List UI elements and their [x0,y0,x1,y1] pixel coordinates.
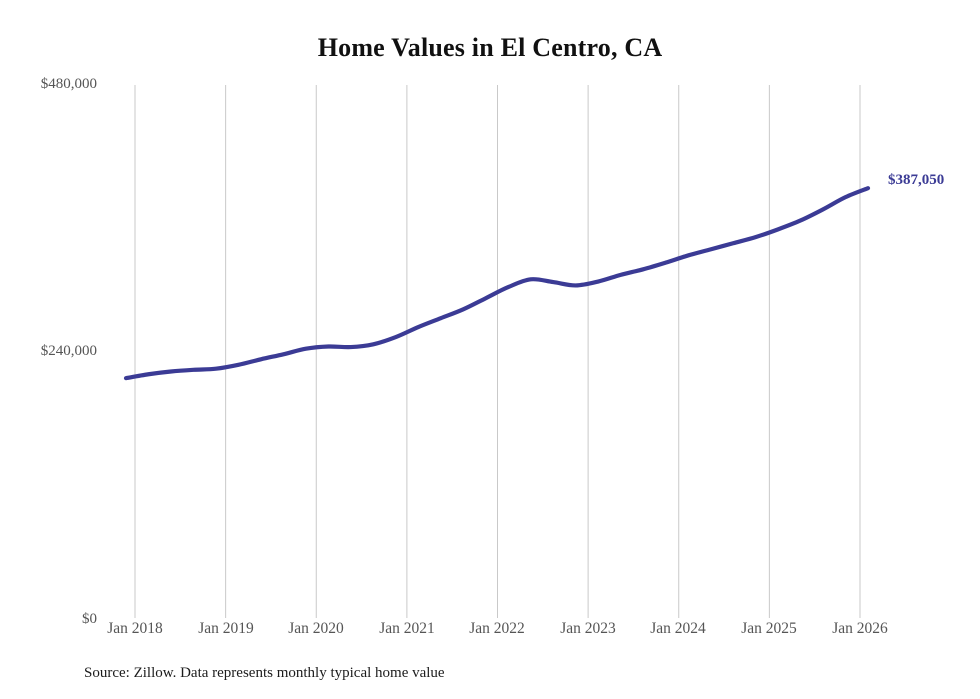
x-axis-tick-label-jan-2021: Jan 2021 [379,620,435,637]
y-axis-tick-label-480000: $480,000 [40,76,97,92]
x-axis-tick-label-jan-2023: Jan 2023 [560,620,616,637]
x-axis-tick-label-jan-2024: Jan 2024 [650,620,706,637]
source-note: Source: Zillow. Data represents monthly … [84,665,445,681]
x-axis-tick-label-jan-2026: Jan 2026 [832,620,888,637]
y-axis-tick-label-240000: $240,000 [40,343,97,359]
gridlines-group [134,85,861,618]
home-value-line [123,186,871,381]
x-axis-tick-label-jan-2025: Jan 2025 [741,620,797,637]
x-axis-tick-label-jan-2018: Jan 2018 [107,620,163,637]
chart-title: Home Values in El Centro, CA [317,33,663,62]
x-axis-tick-label-jan-2019: Jan 2019 [198,620,254,637]
x-axis-tick-label-jan-2020: Jan 2020 [288,620,344,637]
y-axis-tick-label-0: $0 [82,611,97,627]
endpoint-value-label: $387,050 [888,172,945,189]
x-axis-tick-label-jan-2022: Jan 2022 [469,620,525,637]
